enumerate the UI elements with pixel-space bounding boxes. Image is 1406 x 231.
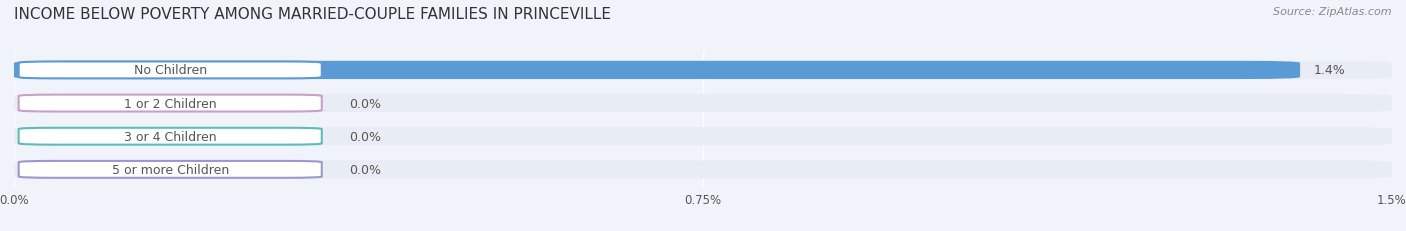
- Text: 0.0%: 0.0%: [349, 130, 381, 143]
- Text: 0.0%: 0.0%: [349, 163, 381, 176]
- Text: 1.4%: 1.4%: [1313, 64, 1346, 77]
- FancyBboxPatch shape: [14, 94, 1392, 113]
- Text: 3 or 4 Children: 3 or 4 Children: [124, 130, 217, 143]
- FancyBboxPatch shape: [18, 128, 322, 145]
- Text: 5 or more Children: 5 or more Children: [111, 163, 229, 176]
- Text: Source: ZipAtlas.com: Source: ZipAtlas.com: [1274, 7, 1392, 17]
- Text: INCOME BELOW POVERTY AMONG MARRIED-COUPLE FAMILIES IN PRINCEVILLE: INCOME BELOW POVERTY AMONG MARRIED-COUPL…: [14, 7, 612, 22]
- FancyBboxPatch shape: [14, 161, 1392, 179]
- FancyBboxPatch shape: [18, 95, 322, 112]
- Text: 0.0%: 0.0%: [349, 97, 381, 110]
- Text: No Children: No Children: [134, 64, 207, 77]
- FancyBboxPatch shape: [18, 161, 322, 178]
- FancyBboxPatch shape: [14, 128, 1392, 146]
- FancyBboxPatch shape: [18, 62, 322, 79]
- Text: 1 or 2 Children: 1 or 2 Children: [124, 97, 217, 110]
- FancyBboxPatch shape: [14, 61, 1301, 80]
- FancyBboxPatch shape: [14, 61, 1392, 80]
